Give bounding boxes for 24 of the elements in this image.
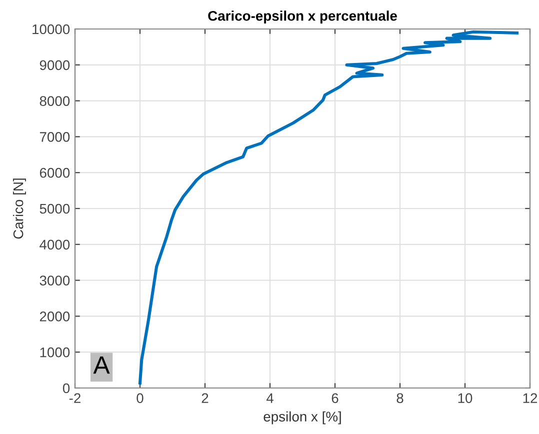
y-tick-label: 9000 bbox=[40, 60, 70, 70]
line-series bbox=[138, 30, 519, 385]
annotation: A bbox=[93, 356, 110, 374]
x-tick-label: -2 bbox=[69, 393, 80, 403]
x-axis-title: epsilon x [%] bbox=[264, 411, 341, 424]
x-tick-label: 4 bbox=[266, 393, 274, 403]
y-tick-label: 10000 bbox=[32, 24, 70, 34]
y-tick-label: 4000 bbox=[40, 240, 70, 250]
x-tick-label: 8 bbox=[396, 393, 404, 404]
x-tick-label: 2 bbox=[202, 393, 208, 403]
x-tick-label: 6 bbox=[332, 393, 338, 404]
y-tick-label: 7000 bbox=[40, 132, 70, 142]
x-tick-label: 0 bbox=[136, 393, 144, 404]
x-tick-label: 10 bbox=[458, 393, 472, 404]
y-tick-label: 1000 bbox=[40, 347, 70, 358]
y-tick-label: 2000 bbox=[40, 312, 70, 322]
x-tick-label: 12 bbox=[523, 393, 538, 403]
y-axis-title: Carico [N] bbox=[13, 178, 26, 239]
y-tick-label: 0 bbox=[62, 383, 70, 394]
y-tick-label: 3000 bbox=[40, 276, 70, 286]
y-tick-label: 8000 bbox=[40, 96, 70, 106]
y-tick-label: 6000 bbox=[40, 168, 70, 178]
y-tick-label: 5000 bbox=[40, 204, 70, 214]
chart-title: Carico-epsilon x percentuale bbox=[208, 10, 397, 24]
